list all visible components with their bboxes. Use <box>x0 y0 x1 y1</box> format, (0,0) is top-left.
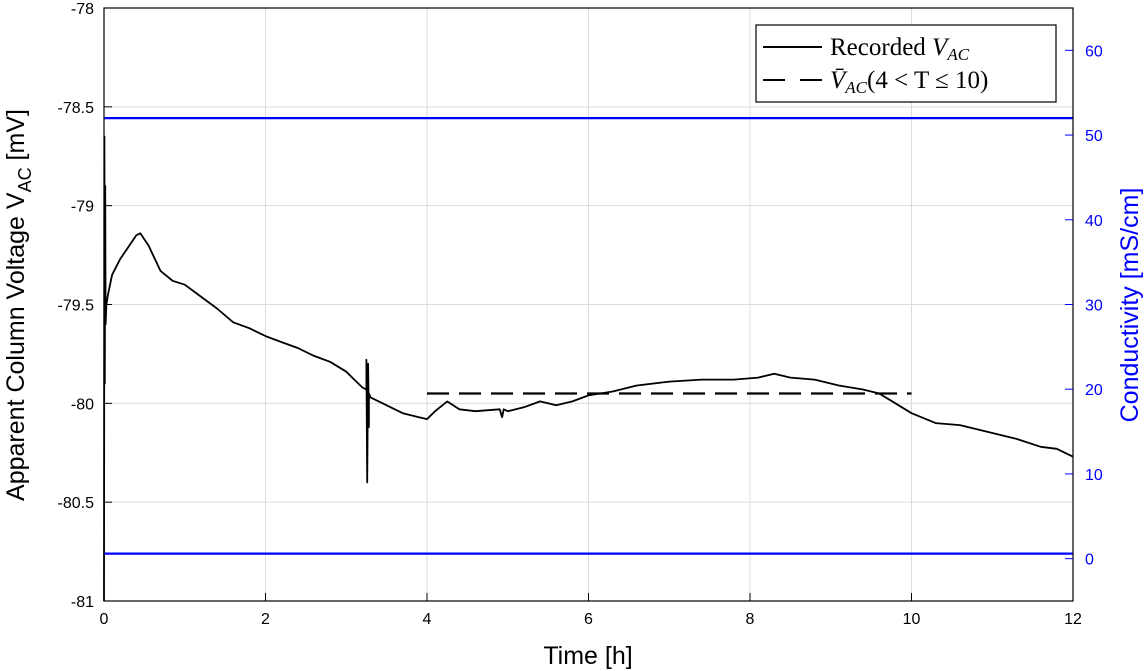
legend-text: Recorded <box>830 34 932 61</box>
legend-subscript: AC <box>946 45 969 64</box>
y2-tick-label: 30 <box>1085 298 1103 315</box>
x-tick-label: 4 <box>423 611 432 628</box>
recorded-voltage-line <box>103 135 1074 602</box>
y2-tick-label: 60 <box>1085 43 1103 60</box>
legend-variable: V̄ <box>830 67 848 94</box>
y2-tick-label: 10 <box>1085 467 1103 484</box>
y2-tick-label: 40 <box>1085 213 1103 230</box>
x-tick-label: 2 <box>261 611 270 628</box>
y-tick-label: -78 <box>71 1 94 18</box>
x-tick-label: 8 <box>746 611 755 628</box>
y-tick-label: -79 <box>71 199 94 216</box>
legend-entry: V̄AC(4 < T ≤ 10) <box>830 67 988 97</box>
y-axis-label: Apparent Column Voltage VAC [mV] <box>2 109 35 501</box>
y2-tick-label: 50 <box>1085 128 1103 145</box>
legend-text: (4 < T ≤ 10) <box>867 67 988 94</box>
y2-tick-label: 20 <box>1085 382 1103 399</box>
x-tick-label: 6 <box>584 611 593 628</box>
x-tick-label: 0 <box>100 611 109 628</box>
x-axis-label: Time [h] <box>543 642 632 670</box>
y-tick-label: -80.5 <box>58 495 95 512</box>
y2-tick-label: 0 <box>1085 552 1094 569</box>
legend-subscript: AC <box>844 78 867 97</box>
y-tick-label: -80 <box>71 396 94 413</box>
series-layer <box>103 116 1074 602</box>
x-tick-label: 12 <box>1064 611 1082 628</box>
y-tick-label: -81 <box>71 594 94 611</box>
y-tick-label: -78.5 <box>58 100 95 117</box>
y-tick-label: -79.5 <box>58 298 95 315</box>
legend-variable: V <box>932 34 950 61</box>
legend-entry: Recorded VAC <box>830 34 970 64</box>
x-tick-label: 10 <box>903 611 921 628</box>
y2-axis-label: Conductivity [mS/cm] <box>1116 188 1144 423</box>
legend-box <box>755 24 1057 103</box>
ticks: 0 2 4 6 8 10 12 -78 -78.5 -79 -79.5 -80 -80.5 -81 0 10 2… <box>58 1 1103 628</box>
